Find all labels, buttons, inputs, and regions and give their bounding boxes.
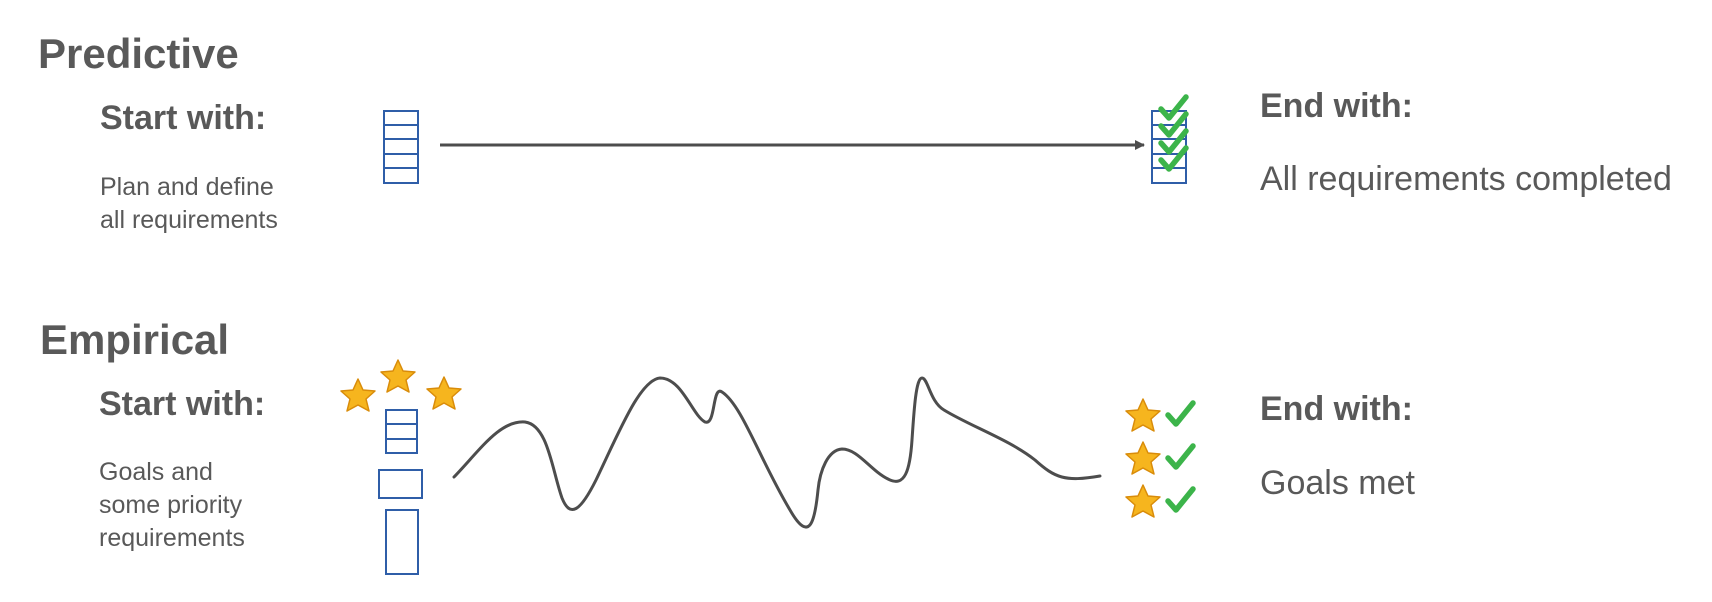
predictive-start-description: Plan and define all requirements: [100, 173, 278, 234]
empirical-end-label: End with:: [1260, 390, 1413, 428]
priority-requirements-icon: [378, 409, 423, 575]
predictive-end-label: End with:: [1260, 87, 1413, 125]
empirical-start-description: Goals and some priority requirements: [99, 458, 245, 552]
predictive-heading: Predictive: [38, 30, 239, 77]
predictive-end-description: All requirements completed: [1260, 160, 1672, 198]
completed-requirements-icon: [1151, 97, 1186, 184]
goal-star-icon: [1125, 441, 1161, 475]
iterative-progress-path: [452, 376, 1102, 529]
goal-star-icon: [380, 359, 416, 393]
goal-star-icon: [1125, 484, 1161, 518]
empirical-heading: Empirical: [40, 316, 230, 363]
check-icon: [1168, 446, 1193, 467]
check-icon: [1168, 489, 1193, 510]
empirical-start-label: Start with:: [99, 385, 266, 423]
goal-star-icon: [340, 378, 376, 412]
goal-star-icon: [426, 376, 462, 410]
goal-star-icon: [1125, 398, 1161, 432]
empirical-end-description: Goals met: [1260, 464, 1415, 502]
predictive-start-label: Start with:: [100, 99, 267, 137]
check-icon: [1168, 403, 1193, 424]
requirements-backlog-icon: [383, 110, 419, 184]
goals-met-icon: [1125, 398, 1193, 518]
